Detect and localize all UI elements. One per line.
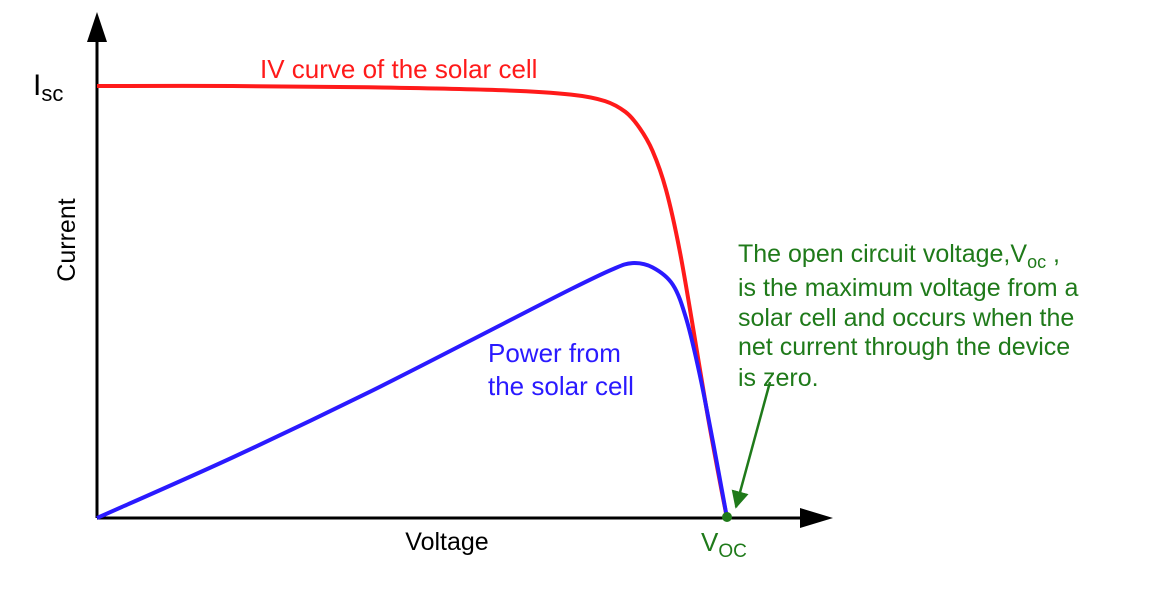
iv-curve-line — [96, 83, 729, 519]
voc-tick-main: V — [701, 527, 719, 557]
isc-tick-main: I — [33, 69, 41, 102]
annotation-line-1-sub: oc — [1027, 252, 1046, 272]
power-label-line-2: the solar cell — [488, 371, 634, 401]
power-label: Power from the solar cell — [488, 338, 634, 401]
annotation-line-1-text: The open circuit voltage,V — [738, 240, 1027, 268]
voc-tick-label: VOC — [701, 527, 747, 562]
annotation-line-5: is zero. — [738, 364, 819, 392]
x-axis-arrowhead — [800, 508, 833, 528]
isc-tick-label: Isc — [33, 69, 63, 106]
y-axis-label: Current — [53, 198, 81, 281]
annotation-line-1: The open circuit voltage,Voc , — [738, 240, 1060, 272]
annotation-line-3: solar cell and occurs when the — [738, 304, 1074, 332]
x-axis-label: Voltage — [405, 528, 488, 556]
annotation-line-2: is the maximum voltage from a — [738, 274, 1078, 302]
y-axis-arrowhead — [87, 12, 107, 42]
annotation-line-1-tail: , — [1046, 240, 1060, 268]
annotation-line-4: net current through the device — [738, 333, 1070, 361]
power-label-line-1: Power from — [488, 338, 621, 368]
voc-annotation: The open circuit voltage,Voc , is the ma… — [738, 240, 1078, 392]
voc-point — [722, 512, 732, 522]
isc-tick-sub: sc — [41, 81, 63, 106]
iv-curve-label: IV curve of the solar cell — [260, 54, 537, 84]
voc-tick-sub: OC — [718, 541, 747, 562]
power-curve-line — [96, 261, 729, 520]
annotation-arrow — [731, 381, 772, 509]
